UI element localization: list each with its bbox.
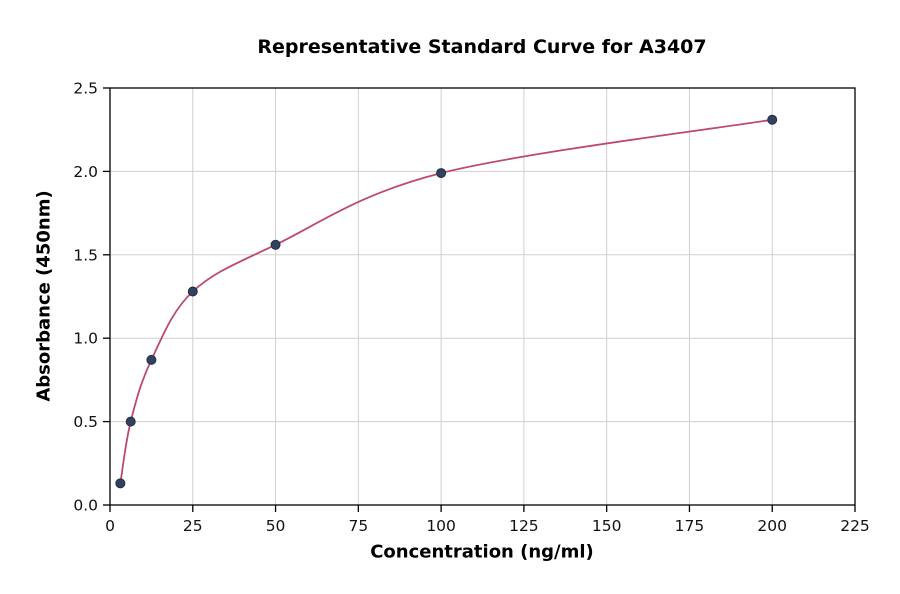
data-point — [125, 416, 136, 427]
data-point — [767, 114, 778, 125]
fit-line — [119, 118, 774, 485]
x-tick-label: 0 — [105, 517, 115, 535]
x-tick-label: 150 — [592, 517, 622, 535]
x-tick-label: 75 — [348, 517, 368, 535]
data-point — [436, 168, 447, 179]
y-tick-label: 2.5 — [73, 80, 98, 98]
y-tick-label: 1.5 — [73, 246, 98, 264]
y-tick-label: 1.0 — [73, 330, 98, 348]
plot-border — [109, 87, 856, 506]
data-point — [146, 354, 157, 365]
data-point — [115, 478, 126, 489]
x-tick-label: 200 — [757, 517, 787, 535]
y-tick-label: 0.0 — [73, 497, 98, 515]
data-point — [270, 239, 281, 250]
x-tick-label: 175 — [675, 517, 705, 535]
x-tick-label: 100 — [426, 517, 456, 535]
chart-title: Representative Standard Curve for A3407 — [257, 36, 707, 58]
data-point — [187, 286, 198, 297]
x-tick-label: 225 — [840, 517, 870, 535]
y-tick-label: 0.5 — [73, 413, 98, 431]
x-tick-label: 50 — [266, 517, 286, 535]
x-tick-label: 125 — [509, 517, 539, 535]
y-tick-label: 2.0 — [73, 163, 98, 181]
x-tick-label: 25 — [183, 517, 203, 535]
x-axis-label: Concentration (ng/ml) — [370, 541, 594, 563]
